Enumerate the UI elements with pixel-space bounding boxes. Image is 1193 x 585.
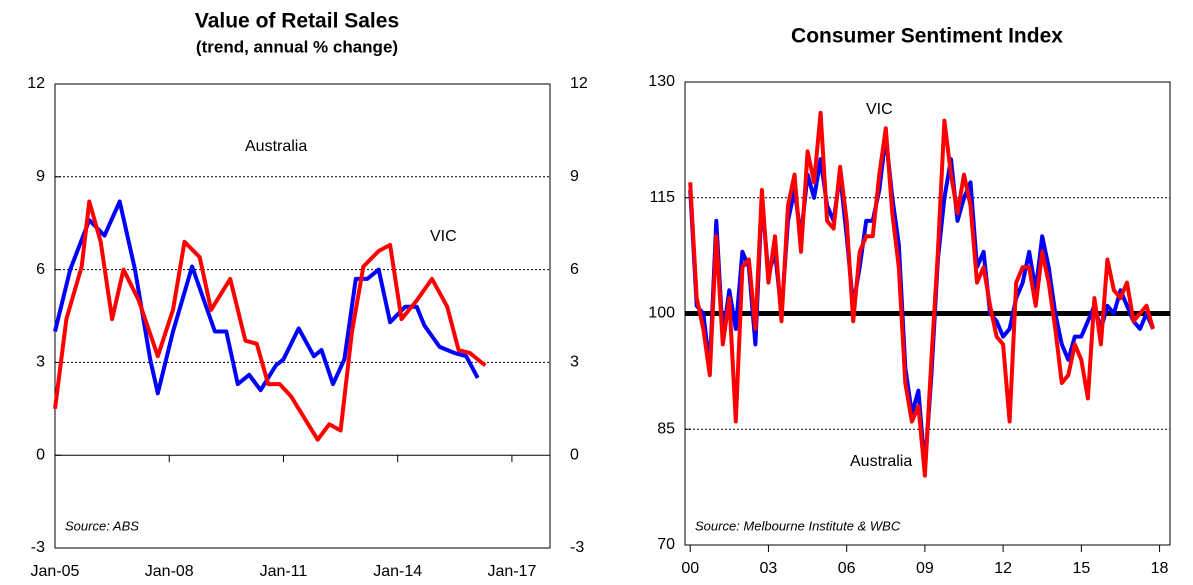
series-line [688,134,1155,470]
y-tick-label: 0 [36,446,45,463]
x-tick-label: Jan-14 [373,563,422,580]
y-tick-label: 115 [649,189,675,206]
y-tick-label: 12 [27,75,45,92]
y-tick-label: 9 [36,168,45,185]
y2-tick-label: -3 [570,539,584,556]
y-tick-label: -3 [31,539,45,556]
chart-title: Value of Retail Sales [195,10,399,33]
y-tick-label: 85 [657,420,675,437]
series-label: VIC [866,101,893,118]
x-tick-label: 09 [916,560,934,577]
series-line [688,110,1156,478]
chart-title: Consumer Sentiment Index [791,25,1063,48]
y-tick-label: 100 [648,305,675,322]
source-note: Source: ABS [65,518,139,533]
y2-tick-label: 3 [570,354,579,371]
x-tick-label: Jan-05 [31,563,80,580]
x-tick-label: 00 [681,560,699,577]
x-tick-label: 06 [838,560,856,577]
plot-frame [54,83,551,549]
series-label: Australia [245,138,307,155]
x-tick-label: Jan-17 [487,563,536,580]
y-tick-label: 3 [36,354,45,371]
series-label: Australia [850,453,912,470]
x-tick-label: 03 [760,560,778,577]
x-tick-label: 12 [994,560,1012,577]
y2-tick-label: 12 [570,75,588,92]
y-tick-label: 70 [657,536,675,553]
y2-tick-label: 0 [570,446,579,463]
y2-tick-label: 6 [570,261,579,278]
y2-tick-label: 9 [570,168,579,185]
x-tick-label: Jan-08 [145,563,194,580]
y-tick-label: 6 [36,261,45,278]
series-line [53,199,487,442]
source-note: Source: Melbourne Institute & WBC [695,518,901,533]
x-tick-label: 15 [1072,560,1090,577]
y-tick-label: 130 [648,73,675,90]
x-tick-label: 18 [1151,560,1169,577]
x-tick-label: Jan-11 [260,563,308,580]
chart-subtitle: (trend, annual % change) [196,37,398,56]
series-label: VIC [430,228,457,245]
